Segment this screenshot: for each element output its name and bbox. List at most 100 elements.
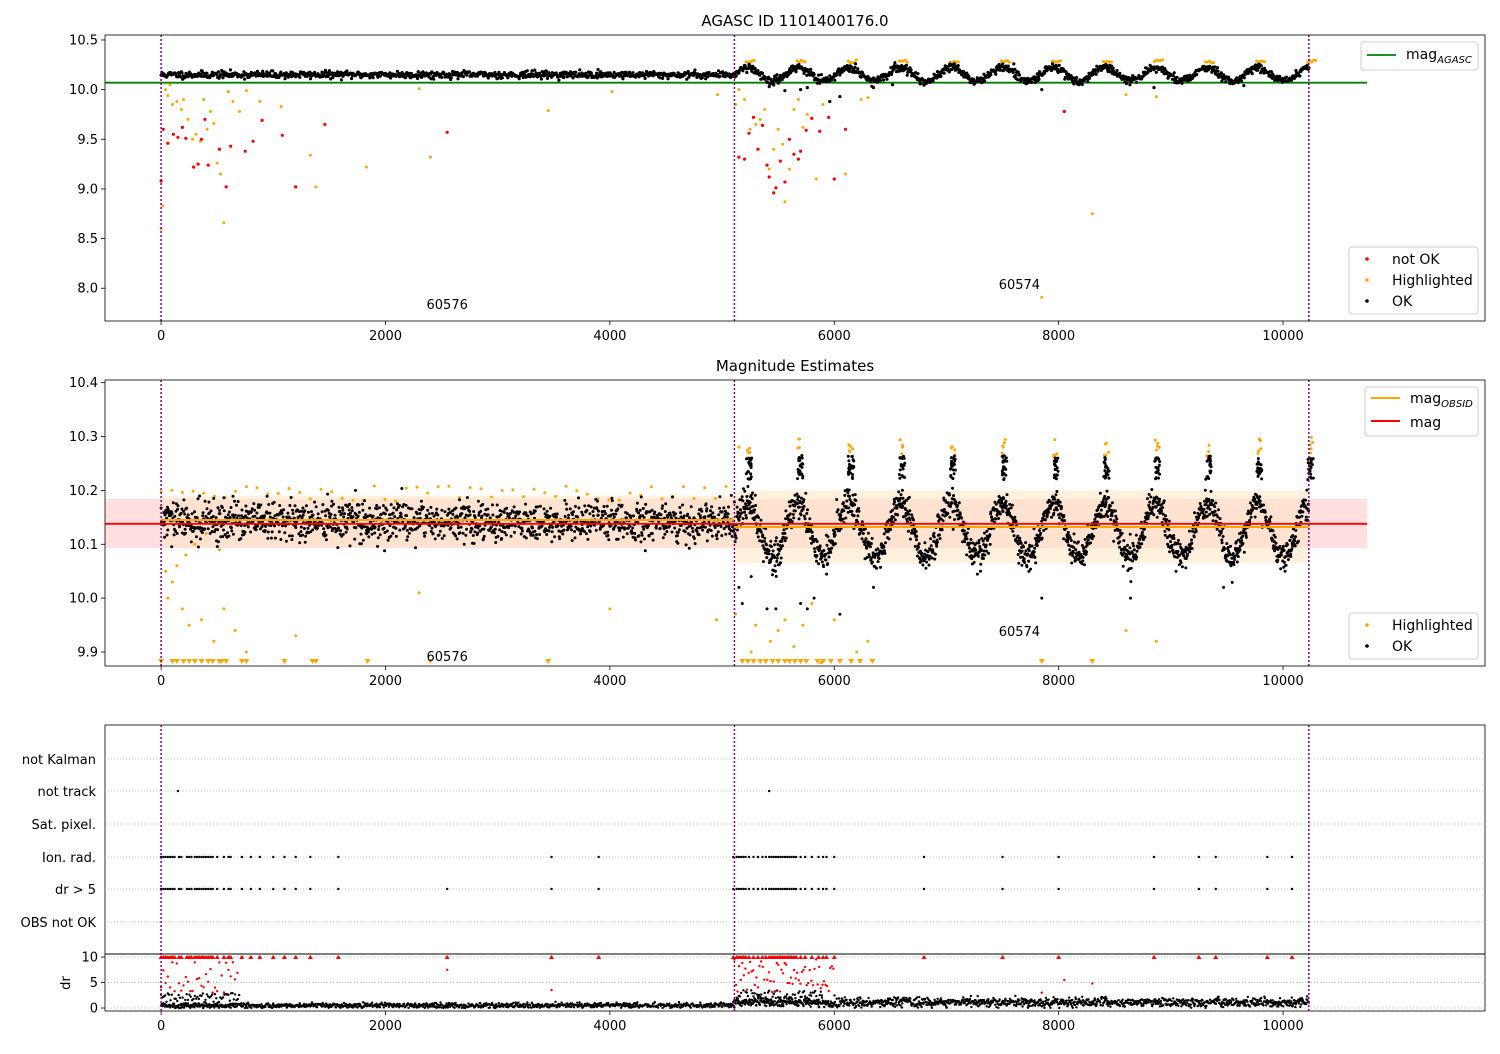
ok-series-point — [1037, 78, 1040, 81]
ok-series-point — [411, 507, 414, 510]
ok-series-point — [373, 532, 376, 535]
ok-series-point — [796, 493, 799, 496]
ok-series-point — [586, 538, 589, 541]
ok-series-point — [1251, 72, 1254, 75]
highlighted-series-point — [737, 446, 740, 449]
ok-series-point — [829, 551, 832, 554]
ok-series-point — [227, 513, 230, 516]
ok-series-point — [283, 531, 286, 534]
ok-series-point — [982, 557, 985, 560]
ok-series-point — [535, 533, 538, 536]
ok-series-point — [585, 509, 588, 512]
ok-series-point — [1105, 501, 1108, 504]
ok-series-point — [490, 525, 493, 528]
ok-series-point — [354, 489, 357, 492]
ok-series-point — [745, 71, 748, 74]
ok-series-point — [534, 510, 537, 513]
ok-series-point — [1014, 74, 1017, 77]
ok-series-point — [839, 514, 842, 517]
highlighted-series-point — [815, 178, 818, 181]
ok-series-point — [210, 509, 213, 512]
highlighted-series-point — [792, 108, 795, 111]
ok-series-point — [1129, 580, 1132, 583]
ok-series-point — [666, 516, 669, 519]
ok-series-point — [187, 513, 190, 516]
ok-series-point — [963, 529, 966, 532]
highlighted-series-point — [737, 88, 740, 91]
ok-series-point — [1002, 497, 1005, 500]
ok-series-point — [753, 508, 756, 511]
ok-series-point — [930, 544, 933, 547]
ok-series-point — [383, 549, 386, 552]
highlighted-series-point — [164, 570, 167, 573]
ok-series-point — [688, 516, 691, 519]
ok-series-point — [489, 516, 492, 519]
ok-series-point — [571, 539, 574, 542]
highlighted-series-point — [1055, 452, 1058, 455]
ok-series-point — [979, 563, 982, 566]
ok-series-point — [435, 508, 438, 511]
ok-series-point — [201, 531, 204, 534]
ok-series-point — [258, 506, 261, 509]
ok-series-point — [323, 531, 326, 534]
ok-series-point — [736, 529, 739, 532]
ok-series-point — [580, 511, 583, 514]
ok-series-point — [1103, 515, 1106, 518]
ok-series-point — [1141, 531, 1144, 534]
ok-series-point — [400, 487, 403, 490]
ok-series-point — [679, 511, 682, 514]
ok-series-point — [967, 75, 970, 78]
ok-series-point — [285, 540, 288, 543]
ok-series-point — [291, 534, 294, 537]
obs-id-label: 60574 — [999, 278, 1040, 293]
ok-series-point — [907, 530, 910, 533]
highlighted-series-point — [216, 162, 219, 165]
ok-series-point — [684, 530, 687, 533]
highlighted-series-point — [796, 446, 799, 449]
ok-series-point — [731, 535, 734, 538]
ok-series-point — [948, 494, 951, 497]
ok-series-point — [994, 518, 997, 521]
ok-series-point — [861, 537, 864, 540]
ok-series-point — [190, 540, 193, 543]
highlighted-series-point — [611, 90, 614, 93]
ok-series-point — [1072, 551, 1075, 554]
ok-series-point — [237, 514, 240, 517]
ok-series-point — [371, 533, 374, 536]
ok-series-point — [629, 525, 632, 528]
ok-series-point — [1118, 540, 1121, 543]
ok-series-point — [642, 507, 645, 510]
ok-series-point — [216, 545, 219, 548]
ok-series-point — [853, 66, 856, 69]
highlighted-series-point — [777, 629, 780, 632]
ok-series-point — [745, 495, 748, 498]
ok-series-point — [274, 537, 277, 540]
ok-series-point — [199, 537, 202, 540]
ok-series-point — [784, 539, 787, 542]
ok-series-point — [434, 537, 437, 540]
ok-series-point — [389, 535, 392, 538]
ok-series-point — [590, 505, 593, 508]
ok-series-point — [966, 537, 969, 540]
highlighted-series-point — [1258, 438, 1261, 441]
ok-series-point — [1017, 553, 1020, 556]
ok-series-point — [1075, 76, 1078, 79]
highlighted-series-point — [1052, 454, 1055, 457]
ok-series-point — [660, 513, 663, 516]
ok-series-point — [1195, 73, 1198, 76]
ok-series-point — [658, 76, 661, 79]
ok-series-point — [1151, 506, 1154, 509]
ok-series-point — [1092, 535, 1095, 538]
ok-series-point — [481, 503, 484, 506]
ok-series-point — [1083, 563, 1086, 566]
ok-series-point — [208, 501, 211, 504]
ok-series-point — [558, 537, 561, 540]
not-ok-series-point — [818, 130, 821, 133]
highlighted-series-point — [277, 492, 280, 495]
ok-series-point — [1112, 540, 1115, 543]
ok-series-point — [843, 494, 846, 497]
ok-series-point — [312, 514, 315, 517]
highlighted-series-point — [833, 618, 836, 621]
not-ok-series-point — [162, 128, 165, 131]
ok-series-point — [968, 547, 971, 550]
